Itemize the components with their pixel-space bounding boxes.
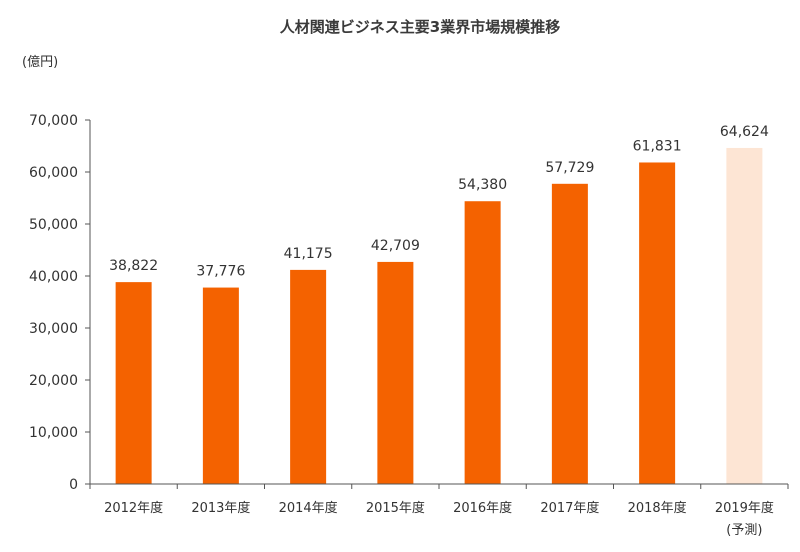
bar [377, 261, 414, 484]
y-tick-label: 40,000 [29, 269, 78, 285]
x-category-label: 2016年度 [453, 500, 512, 516]
x-category-label: 2015年度 [366, 500, 425, 516]
x-category-label: 2017年度 [540, 500, 599, 516]
value-labels-group: 38,822 37,776 41,175 42,709 54,380 57,729 61,8… [109, 124, 769, 280]
bar [639, 162, 676, 484]
bar-value-label: 37,776 [196, 264, 245, 280]
bar [464, 201, 501, 484]
x-category-label: 2012年度 [104, 500, 163, 516]
bar-value-label: 38,822 [109, 258, 158, 274]
y-axis-ticks: 0 10,000 20,000 30,000 40,000 50,000 60,000 70,… [29, 113, 90, 493]
y-tick-label: 0 [69, 477, 78, 493]
bar-forecast [726, 147, 763, 484]
bar [290, 269, 327, 484]
x-category-label: 2018年度 [628, 500, 687, 516]
y-tick-label: 60,000 [29, 165, 78, 181]
bars-group [115, 147, 763, 484]
bar-value-label: 64,624 [720, 124, 769, 140]
x-axis-ticks: 2012年度 2013年度 2014年度 2015年度 2016年度 2017年度 2018… [89, 484, 789, 538]
x-category-note: (予測) [726, 523, 762, 538]
bar-value-label: 61,831 [633, 138, 682, 154]
bar [202, 287, 239, 484]
bar [115, 282, 152, 484]
x-category-label: 2019年度 [715, 500, 774, 516]
y-tick-label: 50,000 [29, 217, 78, 233]
bar [551, 183, 588, 484]
bar-value-label: 42,709 [371, 238, 420, 254]
y-tick-label: 10,000 [29, 425, 78, 441]
bar-value-label: 57,729 [545, 160, 594, 176]
bar-value-label: 41,175 [284, 246, 333, 262]
y-tick-label: 20,000 [29, 373, 78, 389]
y-tick-label: 70,000 [29, 113, 78, 129]
x-category-label: 2013年度 [191, 500, 250, 516]
chart-title: 人材関連ビジネス主要3業界市場規模推移 [280, 18, 560, 36]
bar-value-label: 54,380 [458, 177, 507, 193]
x-category-label: 2014年度 [279, 500, 338, 516]
y-axis-unit-label: (億円) [22, 54, 58, 70]
y-tick-label: 30,000 [29, 321, 78, 337]
